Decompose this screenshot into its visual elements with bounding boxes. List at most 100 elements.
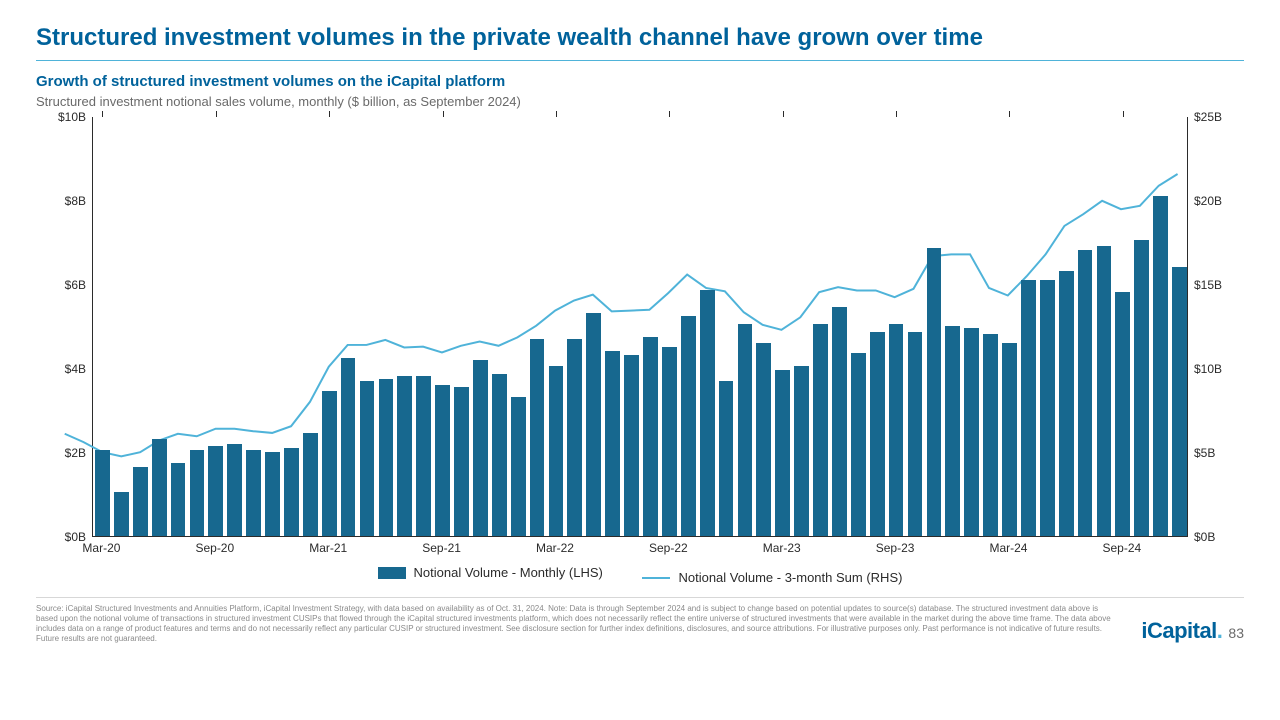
bar bbox=[379, 379, 394, 537]
bar bbox=[473, 360, 488, 536]
y-right-tick: $25B bbox=[1194, 110, 1244, 124]
x-tick-label: Mar-22 bbox=[536, 541, 574, 555]
y-axis-left: $0B$2B$4B$6B$8B$10B bbox=[36, 117, 86, 537]
bar bbox=[643, 337, 658, 537]
x-tick-mark bbox=[443, 111, 444, 117]
brand: iCapital. 83 bbox=[1141, 618, 1244, 644]
bar bbox=[397, 376, 412, 536]
bar bbox=[681, 316, 696, 537]
bar bbox=[700, 290, 715, 536]
bar bbox=[171, 463, 186, 537]
bar bbox=[964, 328, 979, 536]
bar bbox=[303, 433, 318, 536]
bar bbox=[511, 397, 526, 536]
x-tick-mark bbox=[783, 111, 784, 117]
bar bbox=[246, 450, 261, 536]
legend-line-label: Notional Volume - 3-month Sum (RHS) bbox=[678, 570, 902, 585]
x-tick-mark bbox=[1123, 111, 1124, 117]
x-tick-mark bbox=[329, 111, 330, 117]
bar bbox=[775, 370, 790, 536]
footer-rule bbox=[36, 597, 1244, 598]
x-tick-mark bbox=[669, 111, 670, 117]
bar bbox=[95, 450, 110, 536]
bar bbox=[794, 366, 809, 536]
legend-bar-label: Notional Volume - Monthly (LHS) bbox=[414, 565, 603, 580]
bar bbox=[492, 374, 507, 536]
y-left-tick: $10B bbox=[36, 110, 86, 124]
bar bbox=[322, 391, 337, 536]
x-tick-label: Mar-23 bbox=[763, 541, 801, 555]
bar bbox=[605, 351, 620, 536]
x-tick-mark bbox=[102, 111, 103, 117]
x-tick-label: Mar-20 bbox=[82, 541, 120, 555]
x-tick-label: Sep-23 bbox=[876, 541, 915, 555]
y-right-tick: $5B bbox=[1194, 446, 1244, 460]
bar bbox=[1002, 343, 1017, 536]
x-tick-label: Sep-20 bbox=[195, 541, 234, 555]
bar-swatch-icon bbox=[378, 567, 406, 579]
x-tick-mark bbox=[896, 111, 897, 117]
bar bbox=[832, 307, 847, 536]
bar bbox=[908, 332, 923, 536]
x-tick-label: Sep-24 bbox=[1103, 541, 1142, 555]
bar bbox=[435, 385, 450, 536]
bar bbox=[945, 326, 960, 536]
legend: Notional Volume - Monthly (LHS) Notional… bbox=[36, 565, 1244, 585]
bar bbox=[1040, 280, 1055, 536]
source-text: Source: iCapital Structured Investments … bbox=[36, 604, 1121, 644]
bar bbox=[265, 452, 280, 536]
bar bbox=[341, 358, 356, 537]
y-left-tick: $6B bbox=[36, 278, 86, 292]
bar bbox=[1172, 267, 1187, 536]
x-tick-mark bbox=[1009, 111, 1010, 117]
legend-item-line: Notional Volume - 3-month Sum (RHS) bbox=[642, 570, 902, 585]
bar bbox=[152, 439, 167, 536]
x-tick-label: Mar-21 bbox=[309, 541, 347, 555]
bar bbox=[719, 381, 734, 536]
bar bbox=[549, 366, 564, 536]
page-title: Structured investment volumes in the pri… bbox=[36, 24, 1244, 61]
bar bbox=[454, 387, 469, 536]
bar bbox=[208, 446, 223, 536]
x-tick-mark bbox=[216, 111, 217, 117]
y-right-tick: $15B bbox=[1194, 278, 1244, 292]
bar bbox=[756, 343, 771, 536]
bar bbox=[190, 450, 205, 536]
bar bbox=[586, 313, 601, 536]
chart-description: Structured investment notional sales vol… bbox=[36, 94, 1244, 109]
bar bbox=[983, 334, 998, 536]
x-tick-label: Sep-22 bbox=[649, 541, 688, 555]
plot-area bbox=[92, 117, 1188, 537]
bar bbox=[889, 324, 904, 536]
line-swatch-icon bbox=[642, 577, 670, 579]
x-tick-label: Mar-24 bbox=[989, 541, 1027, 555]
y-right-tick: $10B bbox=[1194, 362, 1244, 376]
y-left-tick: $2B bbox=[36, 446, 86, 460]
bar bbox=[738, 324, 753, 536]
bar bbox=[530, 339, 545, 536]
bar bbox=[1115, 292, 1130, 536]
bar bbox=[662, 347, 677, 536]
bar bbox=[1078, 250, 1093, 536]
chart: $0B$2B$4B$6B$8B$10B $0B $5B $10B $15B $20B $2… bbox=[36, 117, 1244, 587]
x-axis: Mar-20Sep-20Mar-21Sep-21Mar-22Sep-22Mar-… bbox=[92, 541, 1188, 559]
y-axis-right: $0B$5B$10B$15B$20B$25B bbox=[1194, 117, 1244, 537]
bar bbox=[813, 324, 828, 536]
bar bbox=[284, 448, 299, 536]
bar bbox=[1134, 240, 1149, 536]
bar bbox=[1059, 271, 1074, 536]
y-right-tick: $20B bbox=[1194, 194, 1244, 208]
bar bbox=[416, 376, 431, 536]
x-tick-label: Sep-21 bbox=[422, 541, 461, 555]
y-left-tick: $0B bbox=[36, 530, 86, 544]
bar bbox=[927, 248, 942, 536]
bar bbox=[227, 444, 242, 536]
chart-subtitle: Growth of structured investment volumes … bbox=[36, 73, 1244, 90]
bar bbox=[1153, 196, 1168, 536]
page-number: 83 bbox=[1228, 625, 1244, 641]
bar bbox=[567, 339, 582, 536]
bar bbox=[1097, 246, 1112, 536]
y-right-tick: $0B bbox=[1194, 530, 1244, 544]
footer: Source: iCapital Structured Investments … bbox=[36, 604, 1244, 644]
bar bbox=[360, 381, 375, 536]
